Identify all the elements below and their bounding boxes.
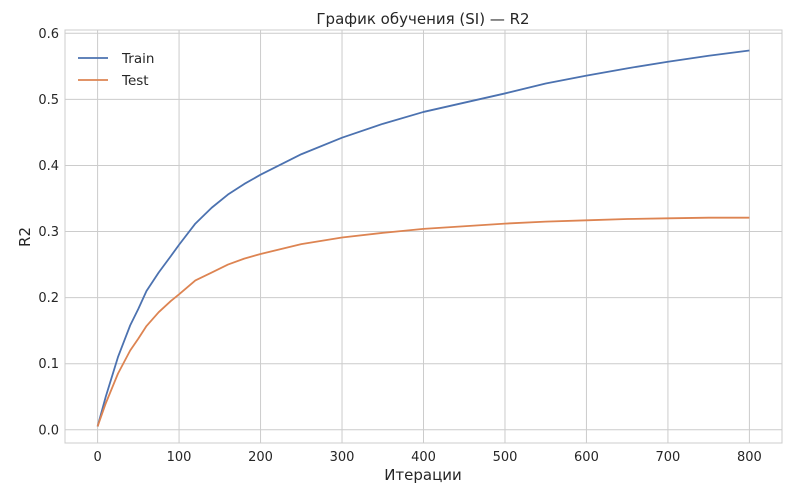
x-tick-label: 0 xyxy=(93,450,101,465)
x-tick-label: 300 xyxy=(330,450,355,465)
y-tick-labels: 0.0 0.1 0.2 0.3 0.4 0.5 0.6 xyxy=(38,27,59,438)
series-line-test xyxy=(96,216,750,427)
y-tick-label: 0.3 xyxy=(38,225,59,240)
x-tick-label: 700 xyxy=(656,450,681,465)
y-axis-label: R2 xyxy=(16,227,34,247)
y-tick-label: 0.4 xyxy=(38,159,59,174)
x-tick-label: 800 xyxy=(737,450,762,465)
y-tick-label: 0.2 xyxy=(38,291,59,306)
grid xyxy=(65,30,782,443)
x-tick-label: 200 xyxy=(248,450,273,465)
legend-label-test: Test xyxy=(121,73,149,89)
x-tick-label: 600 xyxy=(574,450,599,465)
x-tick-labels: 0 100 200 300 400 500 600 700 800 xyxy=(93,450,761,465)
x-tick-label: 100 xyxy=(167,450,192,465)
x-tick-label: 500 xyxy=(493,450,518,465)
series-line-train xyxy=(96,49,750,427)
legend: Train Test xyxy=(78,51,154,89)
x-axis-label: Итерации xyxy=(384,466,462,484)
y-tick-label: 0.5 xyxy=(38,93,59,108)
series-lines xyxy=(96,49,750,427)
y-tick-label: 0.0 xyxy=(38,423,59,438)
chart-title: График обучения (SI) — R2 xyxy=(316,10,529,28)
y-tick-label: 0.1 xyxy=(38,357,59,372)
legend-label-train: Train xyxy=(121,51,154,67)
x-tick-label: 400 xyxy=(411,450,436,465)
plot-frame xyxy=(64,29,783,444)
y-tick-label: 0.6 xyxy=(38,27,59,42)
